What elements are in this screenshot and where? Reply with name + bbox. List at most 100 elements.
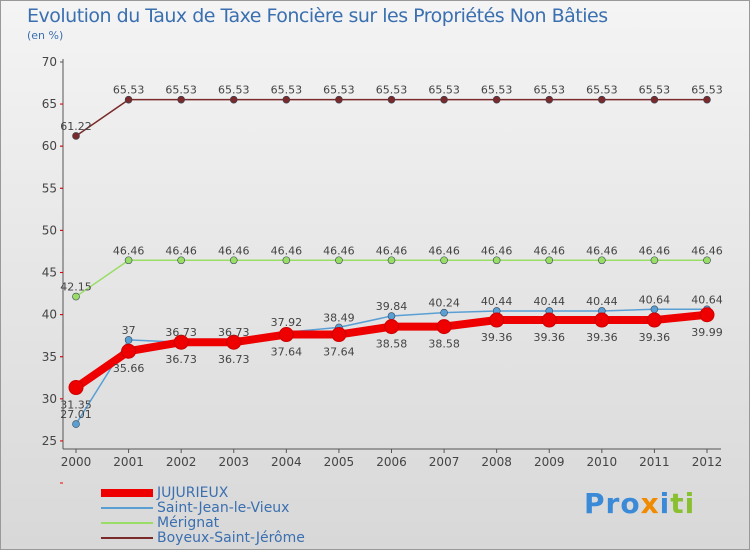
data-point (541, 312, 557, 328)
data-point (72, 132, 80, 140)
data-point (387, 95, 396, 104)
x-tick-label: 2003 (218, 455, 249, 469)
data-point (177, 95, 185, 104)
data-point (229, 95, 238, 104)
legend-swatch (101, 522, 153, 524)
data-label: 65.53 (113, 84, 145, 97)
y-tick-label: 55 (42, 181, 57, 195)
data-label: 36.73 (165, 353, 197, 366)
series-line-Mérignat (75, 259, 707, 298)
data-point (650, 256, 659, 265)
x-tick-label: 2010 (587, 455, 618, 469)
data-label: 38.58 (376, 338, 408, 351)
x-tick-label: 2005 (324, 455, 355, 469)
legend-label: Mérignat (157, 515, 220, 531)
data-label: 46.46 (218, 244, 250, 257)
data-label: 46.46 (586, 244, 618, 257)
data-label: 40.44 (481, 295, 513, 308)
data-label: 40.64 (639, 293, 671, 306)
y-tick-label: 30 (42, 392, 57, 406)
data-point (594, 312, 610, 328)
data-point (177, 256, 185, 265)
data-label: 38.58 (428, 338, 460, 351)
legend-label: Boyeux-Saint-Jérôme (157, 530, 305, 546)
data-label: 46.46 (271, 244, 303, 257)
data-label: 36.73 (218, 353, 250, 366)
x-tick-label: 2002 (166, 455, 197, 469)
x-tick-label: 2012 (692, 455, 723, 469)
data-label: 65.53 (586, 84, 618, 97)
data-label: 39.36 (639, 331, 671, 344)
data-label: 39.36 (534, 331, 566, 344)
data-label: 42.15 (60, 281, 92, 294)
legend-item: Mérignat (101, 515, 219, 531)
proxiti-logo: Proxiti (584, 487, 696, 520)
data-label: 61.22 (60, 120, 92, 133)
data-point (703, 95, 711, 104)
data-label: 46.46 (481, 244, 513, 257)
data-point (173, 334, 189, 350)
data-point (335, 256, 343, 265)
data-point (598, 256, 606, 265)
data-label: 65.53 (639, 84, 671, 97)
legend-item: JUJURIEUX (101, 485, 228, 501)
data-label: 40.24 (428, 297, 460, 310)
data-point (545, 95, 554, 104)
data-label: 39.84 (376, 300, 408, 313)
data-label: 39.99 (691, 326, 723, 339)
data-point (436, 319, 452, 335)
data-label: 38.49 (323, 311, 355, 324)
data-label: 46.46 (639, 244, 671, 257)
data-point (331, 327, 347, 343)
data-point (650, 95, 659, 104)
series-line-Boyeux-Saint-Jérôme (75, 98, 707, 137)
legend-item: Boyeux-Saint-Jérôme (101, 530, 305, 546)
y-tick-label: 65 (42, 97, 57, 111)
data-point (699, 307, 715, 323)
data-label: 36.73 (218, 326, 250, 339)
data-label: 65.53 (691, 84, 723, 97)
data-label: 35.66 (113, 362, 145, 375)
data-label: 65.53 (481, 84, 513, 97)
data-label: 65.53 (376, 84, 408, 97)
data-label: 46.46 (376, 244, 408, 257)
data-point (492, 95, 501, 104)
data-label: 39.36 (586, 331, 618, 344)
data-point (387, 256, 396, 265)
legend-label: Saint-Jean-le-Vieux (157, 500, 290, 516)
data-point (282, 95, 291, 104)
y-axis-unit: (en %) (27, 29, 64, 42)
legend-swatch (101, 507, 153, 509)
y-tick-label: 50 (42, 223, 57, 237)
data-point (646, 312, 662, 328)
data-point (68, 380, 84, 396)
data-label: 31.35 (60, 399, 92, 412)
data-point (703, 256, 711, 265)
x-tick-label: 2007 (429, 455, 460, 469)
data-point (545, 256, 554, 265)
data-label: 37.64 (271, 346, 303, 359)
data-label: 40.64 (691, 293, 723, 306)
data-point (489, 312, 505, 328)
y-tick-label: 70 (42, 55, 57, 69)
data-label: 37.64 (323, 346, 355, 359)
data-label: 27.01 (60, 408, 92, 421)
x-tick-label: 2004 (271, 455, 302, 469)
data-point (226, 334, 242, 350)
data-label: 37.92 (271, 316, 303, 329)
data-label: 46.46 (323, 244, 355, 257)
y-tick-label: 35 (42, 350, 57, 364)
legend-swatch (101, 537, 153, 539)
data-point (121, 343, 137, 359)
data-label: 46.46 (113, 244, 145, 257)
data-point (440, 308, 448, 317)
data-point (124, 95, 133, 104)
data-label: 46.46 (428, 244, 460, 257)
data-point (440, 95, 448, 104)
data-point (440, 256, 448, 265)
data-point (124, 256, 133, 265)
data-point (229, 256, 238, 265)
x-tick-label: 2008 (481, 455, 512, 469)
